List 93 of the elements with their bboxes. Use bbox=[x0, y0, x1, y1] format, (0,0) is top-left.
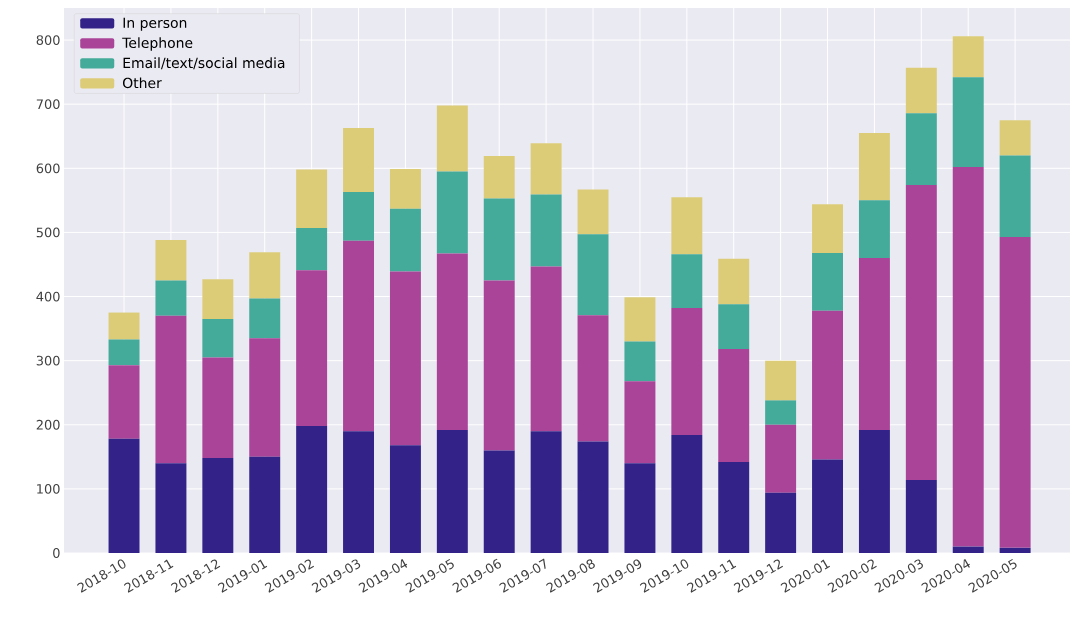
bar bbox=[765, 424, 797, 493]
bar bbox=[718, 304, 750, 350]
bar bbox=[202, 279, 234, 319]
legend-label: Other bbox=[123, 77, 162, 89]
bar bbox=[389, 168, 421, 209]
bar bbox=[296, 426, 328, 553]
bar bbox=[343, 192, 375, 241]
bar bbox=[389, 208, 421, 272]
bar bbox=[765, 360, 797, 401]
bar bbox=[202, 357, 234, 459]
bar bbox=[858, 133, 890, 201]
bar bbox=[718, 258, 750, 305]
bar bbox=[718, 349, 750, 462]
legend-label: Email/text/social media bbox=[123, 57, 285, 70]
bar bbox=[155, 240, 187, 281]
bar bbox=[624, 297, 656, 342]
bar bbox=[905, 67, 937, 114]
y-tick-label: 700 bbox=[36, 99, 60, 110]
bar bbox=[812, 310, 843, 460]
bar bbox=[577, 234, 609, 316]
bar bbox=[812, 252, 843, 311]
y-tick-label: 0 bbox=[53, 548, 60, 558]
bar bbox=[249, 298, 281, 339]
bar bbox=[999, 547, 1031, 553]
bar bbox=[624, 381, 656, 464]
bar bbox=[812, 459, 843, 553]
y-tick-label: 400 bbox=[36, 291, 60, 302]
bar bbox=[671, 435, 703, 553]
bar bbox=[483, 156, 515, 199]
y-tick-label: 300 bbox=[36, 355, 60, 366]
bar bbox=[671, 254, 703, 309]
bar bbox=[905, 113, 937, 185]
bar bbox=[952, 36, 984, 78]
bar bbox=[249, 456, 281, 553]
bar bbox=[999, 236, 1031, 548]
y-tick-label: 500 bbox=[36, 227, 60, 238]
bar bbox=[999, 120, 1031, 156]
bar bbox=[858, 258, 890, 430]
bar bbox=[858, 429, 890, 553]
bar bbox=[389, 271, 421, 446]
legend-label: In person bbox=[123, 17, 187, 31]
bar bbox=[671, 197, 703, 255]
bar bbox=[952, 167, 984, 547]
bar bbox=[530, 143, 562, 195]
bar bbox=[530, 194, 562, 267]
bar bbox=[436, 171, 468, 254]
bar bbox=[296, 227, 328, 271]
bar bbox=[202, 458, 234, 553]
bar bbox=[671, 308, 703, 436]
legend-label: Telephone bbox=[122, 37, 193, 51]
bar bbox=[905, 184, 937, 480]
bar bbox=[436, 429, 468, 553]
bar bbox=[108, 312, 140, 340]
bar bbox=[296, 270, 328, 427]
bar bbox=[436, 105, 468, 172]
bar bbox=[343, 127, 375, 193]
bar bbox=[530, 431, 562, 553]
bar bbox=[483, 450, 515, 553]
bar bbox=[108, 365, 140, 439]
bar bbox=[624, 463, 656, 553]
bar bbox=[483, 198, 515, 281]
bar bbox=[249, 252, 281, 299]
bar bbox=[249, 338, 281, 457]
bar bbox=[108, 339, 140, 366]
bar bbox=[624, 341, 656, 382]
bar bbox=[952, 77, 984, 168]
bar bbox=[765, 492, 797, 553]
bar bbox=[296, 169, 328, 228]
bar bbox=[999, 155, 1031, 237]
bar bbox=[577, 189, 609, 235]
bar bbox=[952, 546, 984, 553]
bar bbox=[202, 318, 234, 358]
bar bbox=[483, 280, 515, 451]
bar bbox=[155, 315, 187, 464]
bar bbox=[108, 438, 140, 553]
bar bbox=[155, 463, 187, 553]
y-tick-label: 600 bbox=[36, 163, 60, 174]
y-tick-label: 100 bbox=[37, 483, 60, 494]
bar bbox=[343, 431, 375, 553]
bar bbox=[765, 400, 797, 425]
bar bbox=[155, 280, 187, 316]
bar bbox=[436, 253, 468, 430]
bar bbox=[812, 204, 843, 253]
bar bbox=[577, 315, 609, 442]
y-tick-label: 200 bbox=[36, 419, 60, 430]
bar bbox=[530, 266, 562, 432]
bar bbox=[718, 461, 750, 553]
bar bbox=[858, 200, 890, 259]
bar bbox=[343, 240, 375, 432]
bar bbox=[389, 445, 421, 553]
y-tick-label: 800 bbox=[36, 35, 60, 45]
bar bbox=[577, 441, 609, 553]
bar bbox=[905, 479, 937, 553]
